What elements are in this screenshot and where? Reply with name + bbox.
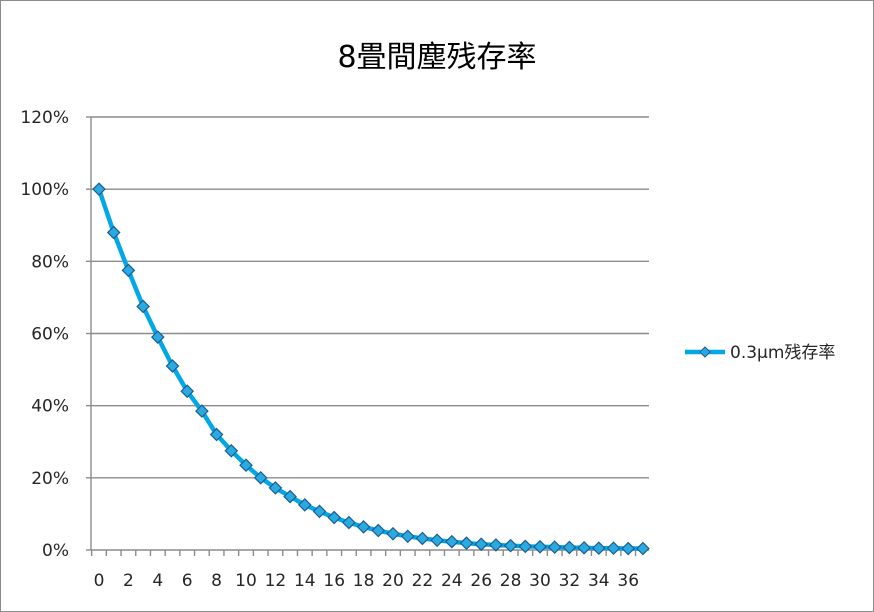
x-tick-labels: 0 2 4 6 8 10 12 14 16 18 20 22 24 26 28 30 32 34 36 [94, 571, 639, 591]
y-tick-label: 0% [42, 541, 69, 561]
y-tick-label: 60% [31, 325, 69, 345]
data-point-marker [342, 515, 356, 530]
data-point-marker [283, 489, 297, 504]
data-point-marker [474, 537, 489, 552]
x-tick-label: 24 [441, 571, 463, 591]
data-point-marker [224, 443, 239, 458]
data-point-marker [562, 540, 577, 555]
x-tick-label: 18 [353, 571, 375, 591]
x-tick-label: 32 [559, 571, 581, 591]
data-point-marker [165, 359, 180, 373]
data-point-marker [239, 458, 253, 473]
data-point-marker [121, 263, 136, 278]
series [92, 182, 650, 556]
x-tick-label: 2 [123, 571, 134, 591]
gridlines [91, 116, 649, 479]
legend-marker [699, 346, 711, 358]
data-point-marker [92, 182, 106, 197]
data-point-marker [136, 299, 150, 314]
data-point-marker [430, 533, 444, 548]
x-tick-label: 34 [588, 571, 610, 591]
data-point-marker [371, 523, 386, 538]
x-tick-label: 28 [500, 571, 522, 591]
data-point-marker [195, 404, 209, 418]
data-point-marker [606, 541, 621, 556]
x-tick-label: 36 [617, 571, 639, 591]
data-point-marker [356, 520, 371, 534]
data-point-marker [253, 470, 268, 485]
data-point-marker [327, 510, 342, 525]
chart-title: 8畳間塵残存率 [337, 40, 536, 75]
x-tick-label: 14 [294, 571, 316, 591]
data-point-marker [444, 534, 459, 549]
data-point-marker [106, 225, 121, 240]
data-point-marker [400, 529, 415, 544]
x-tick-label: 20 [382, 571, 404, 591]
x-tick-label: 4 [152, 571, 163, 591]
x-tick-label: 16 [323, 571, 345, 591]
data-point-marker [636, 541, 650, 556]
y-tick-labels: 0% 20% 40% 60% 80% 100% 120% [20, 108, 69, 561]
y-tick-label: 20% [31, 469, 69, 489]
data-point-marker [547, 540, 562, 554]
data-point-marker [180, 384, 195, 399]
data-point-marker [518, 539, 533, 554]
x-tick-label: 26 [470, 571, 492, 591]
x-tick-label: 30 [529, 571, 551, 591]
data-point-marker [268, 481, 283, 495]
y-tick-label: 120% [20, 108, 69, 128]
y-tick-label: 100% [20, 180, 69, 200]
legend-label: 0.3μm残存率 [730, 343, 835, 363]
y-tick-label: 80% [31, 252, 69, 272]
x-tick-label: 8 [211, 571, 222, 591]
data-point-marker [621, 541, 636, 556]
y-tick-label: 40% [31, 397, 69, 417]
data-point-marker [209, 427, 224, 442]
data-point-marker [591, 541, 606, 556]
data-point-marker [533, 539, 547, 554]
legend: 0.3μm残存率 [685, 343, 835, 363]
data-point-marker [489, 538, 503, 552]
data-point-marker [503, 538, 518, 553]
x-tick-label: 0 [94, 571, 105, 591]
series-line [96, 188, 643, 551]
x-tick-label: 12 [265, 571, 287, 591]
x-tick-label: 6 [182, 571, 193, 591]
data-point-marker [312, 504, 327, 519]
data-point-marker [150, 330, 165, 344]
data-point-marker [386, 526, 400, 541]
x-tick-label: 22 [412, 571, 434, 591]
axes [86, 116, 649, 556]
data-point-marker [297, 498, 312, 512]
data-point-marker [415, 531, 430, 546]
x-tick-label: 10 [235, 571, 257, 591]
data-point-marker [577, 540, 591, 555]
data-point-marker [459, 536, 474, 550]
